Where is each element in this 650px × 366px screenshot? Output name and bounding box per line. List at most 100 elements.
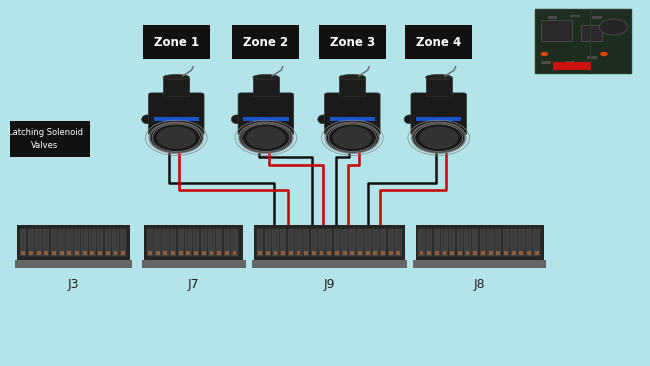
- Text: J8: J8: [474, 278, 486, 291]
- Ellipse shape: [163, 75, 189, 80]
- Circle shape: [326, 123, 378, 153]
- Text: J7: J7: [188, 278, 200, 291]
- Bar: [20, 229, 27, 256]
- Bar: [366, 251, 370, 255]
- Bar: [75, 251, 79, 255]
- FancyBboxPatch shape: [148, 93, 204, 135]
- Bar: [374, 251, 377, 255]
- Bar: [541, 20, 572, 41]
- Bar: [144, 225, 244, 260]
- Bar: [194, 251, 198, 255]
- Bar: [510, 229, 517, 256]
- Bar: [518, 229, 525, 256]
- Circle shape: [600, 52, 608, 56]
- Bar: [225, 251, 229, 255]
- Bar: [465, 251, 469, 255]
- Bar: [457, 229, 463, 256]
- Bar: [68, 251, 72, 255]
- Bar: [81, 229, 88, 256]
- Bar: [281, 251, 285, 255]
- Circle shape: [150, 123, 202, 153]
- Bar: [341, 229, 348, 256]
- Bar: [155, 229, 161, 256]
- Bar: [209, 251, 213, 255]
- Bar: [418, 229, 424, 256]
- Bar: [97, 229, 103, 256]
- Circle shape: [413, 123, 465, 153]
- Bar: [233, 251, 237, 255]
- Bar: [74, 229, 80, 256]
- Bar: [416, 225, 544, 260]
- Bar: [535, 251, 539, 255]
- Bar: [179, 251, 183, 255]
- Bar: [419, 251, 423, 255]
- Ellipse shape: [318, 115, 328, 124]
- Bar: [114, 251, 118, 255]
- Bar: [527, 251, 531, 255]
- Bar: [318, 25, 386, 59]
- Circle shape: [419, 127, 458, 149]
- Bar: [224, 229, 230, 256]
- Bar: [58, 229, 65, 256]
- Circle shape: [599, 19, 628, 35]
- Bar: [489, 251, 493, 255]
- Bar: [98, 251, 102, 255]
- Bar: [0, 121, 90, 157]
- Bar: [90, 251, 94, 255]
- Bar: [163, 77, 189, 97]
- Bar: [89, 229, 96, 256]
- Bar: [148, 251, 152, 255]
- Bar: [121, 251, 125, 255]
- Bar: [296, 251, 300, 255]
- Bar: [547, 16, 557, 19]
- Bar: [162, 229, 168, 256]
- Bar: [495, 229, 501, 256]
- Ellipse shape: [231, 115, 242, 124]
- Bar: [120, 229, 126, 256]
- Bar: [535, 9, 630, 73]
- FancyBboxPatch shape: [238, 93, 294, 135]
- Ellipse shape: [142, 115, 153, 124]
- Bar: [106, 251, 110, 255]
- Bar: [519, 251, 523, 255]
- Bar: [44, 251, 48, 255]
- Ellipse shape: [253, 75, 279, 80]
- Bar: [231, 229, 238, 256]
- Text: Zone 3: Zone 3: [330, 36, 375, 49]
- FancyBboxPatch shape: [411, 93, 467, 135]
- Bar: [303, 229, 309, 256]
- Bar: [592, 16, 602, 19]
- Bar: [18, 225, 129, 260]
- Bar: [142, 25, 210, 59]
- Bar: [272, 229, 279, 256]
- Text: J9: J9: [324, 278, 335, 291]
- Bar: [187, 251, 190, 255]
- Bar: [15, 260, 132, 268]
- Bar: [208, 229, 214, 256]
- Ellipse shape: [404, 115, 415, 124]
- Bar: [587, 56, 597, 59]
- Bar: [170, 229, 176, 256]
- Bar: [389, 251, 393, 255]
- Text: Zone 4: Zone 4: [416, 36, 462, 49]
- Bar: [581, 25, 602, 41]
- Text: J3: J3: [68, 278, 79, 291]
- Bar: [51, 229, 57, 256]
- Bar: [21, 251, 25, 255]
- Bar: [66, 229, 73, 256]
- Bar: [349, 229, 356, 256]
- Bar: [266, 251, 270, 255]
- Bar: [405, 25, 473, 59]
- Bar: [343, 251, 346, 255]
- Bar: [481, 251, 485, 255]
- Bar: [288, 229, 294, 256]
- Bar: [413, 260, 546, 268]
- Bar: [449, 229, 456, 256]
- Bar: [254, 225, 405, 260]
- Text: Zone 2: Zone 2: [243, 36, 289, 49]
- Bar: [318, 229, 325, 256]
- Bar: [311, 229, 317, 256]
- Bar: [480, 229, 486, 256]
- Bar: [280, 229, 287, 256]
- Bar: [358, 251, 362, 255]
